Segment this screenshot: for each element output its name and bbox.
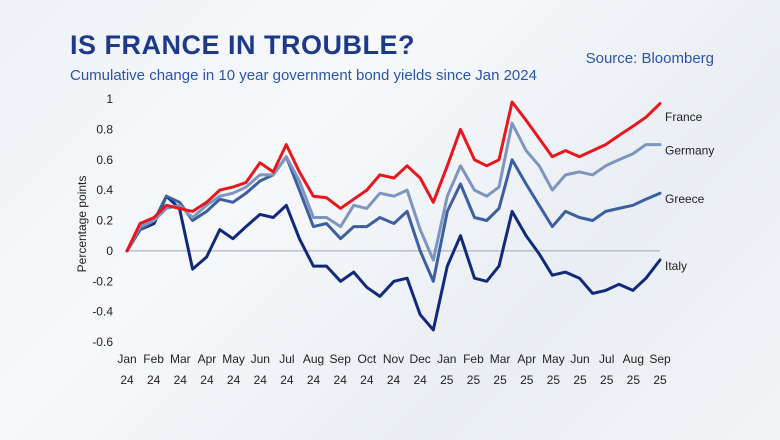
series-line-italy xyxy=(125,194,662,332)
x-tick-month: Aug xyxy=(623,352,644,366)
x-tick-month: Jun xyxy=(251,352,270,366)
y-tick-label: -0.2 xyxy=(92,274,113,288)
x-tick-month: Mar xyxy=(490,352,511,366)
x-tick-year: 25 xyxy=(653,373,667,387)
x-tick-month: Jul xyxy=(599,352,614,366)
x-tick-month: Jan xyxy=(117,352,136,366)
x-tick-month: Apr xyxy=(198,352,217,366)
x-tick-month: Mar xyxy=(170,352,191,366)
x-tick-year: 24 xyxy=(360,373,374,387)
series-line-france xyxy=(125,100,662,253)
series-end-labels: France Germany Greece Italy xyxy=(665,110,714,273)
x-tick-year: 25 xyxy=(520,373,534,387)
y-tick-label: 0.6 xyxy=(96,153,113,167)
x-tick-month: May xyxy=(542,352,565,366)
chart-subtitle: Cumulative change in 10 year government … xyxy=(70,67,537,84)
x-tick-year: 24 xyxy=(254,373,268,387)
y-tick-label: -0.4 xyxy=(92,305,113,319)
x-tick-month: May xyxy=(222,352,245,366)
x-tick-year: 25 xyxy=(467,373,481,387)
x-tick-year: 24 xyxy=(413,373,427,387)
series-label-france: France xyxy=(665,110,703,124)
y-axis-label: Percentage points xyxy=(75,176,89,273)
series-line-greece xyxy=(125,155,662,283)
x-tick-year: 24 xyxy=(120,373,134,387)
source-label: Source: Bloomberg xyxy=(585,50,714,67)
x-tick-year: 24 xyxy=(307,373,321,387)
x-tick-year: 25 xyxy=(600,373,614,387)
series-label-germany: Germany xyxy=(665,144,714,158)
series-label-greece: Greece xyxy=(665,192,705,206)
x-tick-year: 24 xyxy=(200,373,214,387)
x-tick-year: 25 xyxy=(547,373,561,387)
x-tick-month: Jan xyxy=(437,352,456,366)
series-line-germany xyxy=(125,121,662,262)
x-tick-year: 25 xyxy=(440,373,454,387)
x-tick-month: Aug xyxy=(303,352,324,366)
y-tick-label: 0.2 xyxy=(96,214,113,228)
x-tick-month: Apr xyxy=(517,352,536,366)
x-tick-month: Jun xyxy=(570,352,589,366)
x-tick-month: Nov xyxy=(383,352,404,366)
y-tick-label: -0.6 xyxy=(92,335,113,349)
y-tick-label: 1 xyxy=(106,92,113,106)
x-tick-year: 25 xyxy=(493,373,507,387)
x-tick-month: Oct xyxy=(358,352,377,366)
x-tick-year: 24 xyxy=(280,373,294,387)
x-tick-year: 25 xyxy=(573,373,587,387)
x-tick-month: Dec xyxy=(409,352,430,366)
x-tick-month: Feb xyxy=(143,352,164,366)
x-tick-month: Sep xyxy=(330,352,352,366)
x-tick-month: Feb xyxy=(463,352,484,366)
x-tick-month: Jul xyxy=(279,352,294,366)
y-tick-label: 0.8 xyxy=(96,122,113,136)
x-tick-month: Sep xyxy=(649,352,671,366)
x-tick-year: 24 xyxy=(174,373,188,387)
x-tick-year: 25 xyxy=(627,373,641,387)
x-tick-year: 24 xyxy=(227,373,241,387)
y-tick-label: 0.4 xyxy=(96,183,113,197)
x-axis-ticks: Jan 24 Feb 24 Mar 24 Apr 24 May 24 Jun 24 Jul 24 Aug 24… xyxy=(117,352,671,387)
series-label-italy: Italy xyxy=(665,259,687,273)
x-tick-year: 24 xyxy=(334,373,348,387)
y-tick-label: 0 xyxy=(106,244,113,258)
x-tick-year: 24 xyxy=(147,373,161,387)
chart-title: IS FRANCE IN TROUBLE? xyxy=(70,30,415,60)
series-lines xyxy=(125,100,662,332)
y-axis-ticks: 1 0.8 0.6 0.4 0.2 0 -0.2 -0.4 -0.6 xyxy=(92,92,113,349)
x-tick-year: 24 xyxy=(387,373,401,387)
